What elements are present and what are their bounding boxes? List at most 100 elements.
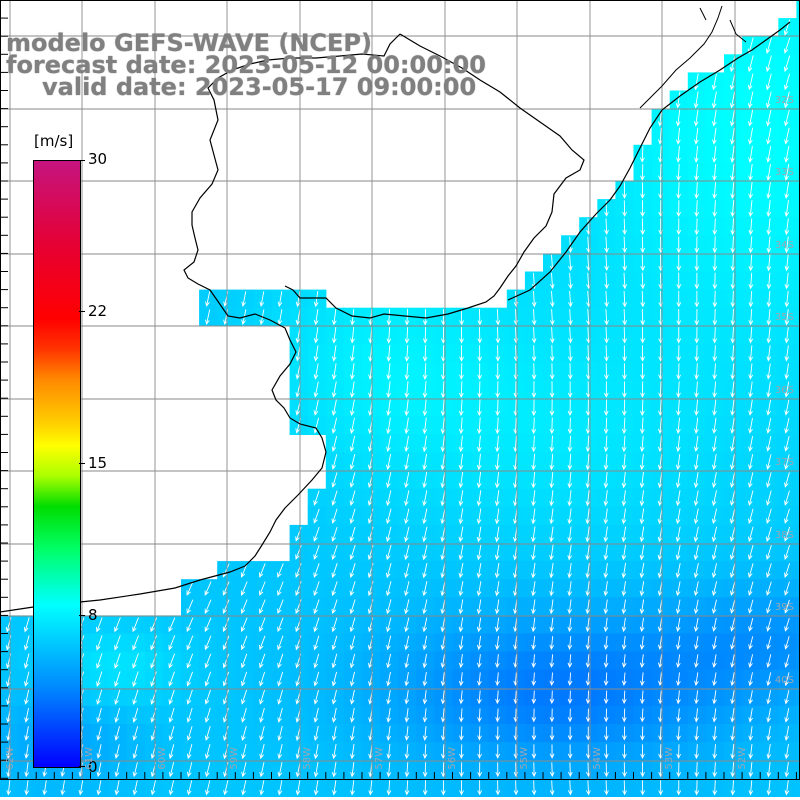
wind-arrow [766,399,772,416]
wind-arrow [729,472,736,489]
wind-arrow [422,653,428,669]
wind-arrow [241,780,247,796]
wind-arrow [386,435,392,453]
wind-arrow [404,344,410,362]
wind-arrow [730,690,735,705]
wind-arrow [277,762,283,778]
wind-arrow [712,708,717,723]
wind-arrow [712,345,718,362]
wind-arrow [567,562,572,579]
wind-arrow [459,726,464,741]
wind-arrow [622,218,627,236]
wind-arrow [476,544,482,561]
wind-arrow [313,327,319,344]
wind-arrow [568,236,573,254]
wind-arrow [313,526,320,542]
wind-arrow [694,290,700,308]
wind-arrow [712,654,717,669]
valid-date: valid date: 2023-05-17 09:00:00 [42,73,477,101]
wind-arrow [712,272,718,290]
wind-arrow [458,435,464,453]
wind-arrow [639,672,645,687]
wind-cell [796,162,800,182]
wind-arrow [476,435,482,453]
coastline [0,33,401,613]
wind-arrow [386,326,392,344]
wind-arrow [622,200,627,217]
wind-arrow [386,617,392,633]
wind-arrow [765,37,772,55]
wind-arrow [675,490,681,507]
wind-arrow [350,327,355,344]
wind-arrow [549,726,555,741]
wind-cell [796,488,800,508]
wind-arrow [313,653,320,669]
wind-arrow [693,599,699,615]
wind-arrow [440,654,446,669]
wind-arrow [567,744,573,759]
wind-arrow [350,762,355,778]
wind-arrow [784,563,791,578]
wind-cell [796,126,800,146]
wind-arrow [476,635,482,651]
wind-cell [796,416,800,435]
wind-arrow [676,708,681,723]
wind-arrow [676,327,682,344]
wind-arrow [422,490,428,507]
wind-arrow [603,672,609,687]
wind-arrow [693,490,699,507]
wind-arrow [765,508,772,524]
wind-arrow [657,526,663,543]
wind-arrow [422,526,428,543]
wind-arrow [422,453,428,471]
wind-arrow [549,636,555,651]
wind-arrow [622,327,627,344]
wind-arrow [531,654,537,669]
wind-arrow [657,617,663,633]
wind-arrow [404,435,409,453]
wind-arrow [657,490,663,507]
wind-arrow [277,725,283,742]
lat-label: 34S [774,240,794,251]
wind-arrow [331,454,338,470]
wind-arrow [168,635,176,651]
wind-arrow [675,599,681,615]
wind-arrow [676,290,682,308]
wind-arrow [675,563,681,579]
wind-arrow [694,200,700,218]
wind-arrow [477,690,482,705]
colorbar-tickmark [79,160,85,161]
wind-arrow [458,617,464,633]
wind-arrow [640,708,645,723]
wind-arrow [675,617,681,633]
wind-arrow [549,309,555,326]
wind-arrow [712,218,718,236]
wind-arrow [567,471,573,489]
wind-arrow [404,562,410,579]
wind-arrow [693,91,699,109]
wind-arrow [531,690,537,705]
wind-arrow [784,726,790,742]
wind-arrow [458,490,464,507]
wind-arrow [604,345,609,362]
wind-arrow [404,472,410,489]
wind-arrow [331,671,338,687]
wind-arrow [603,581,609,597]
wind-arrow [331,508,338,524]
wind-arrow [531,562,536,579]
wind-arrow [440,526,446,543]
wind-arrow [712,417,717,434]
wind-arrow [694,236,700,254]
wind-arrow [549,327,555,344]
wind-arrow [730,182,735,200]
wind-arrow [259,689,266,705]
lon-label: 61W [84,747,95,770]
wind-arrow [784,599,790,614]
wind-arrow [422,690,428,705]
wind-arrow [712,399,717,416]
wind-arrow [676,672,681,687]
wind-arrow [567,636,573,651]
wind-arrow [477,780,483,796]
wind-arrow [567,690,573,705]
wind-arrow [784,127,790,145]
